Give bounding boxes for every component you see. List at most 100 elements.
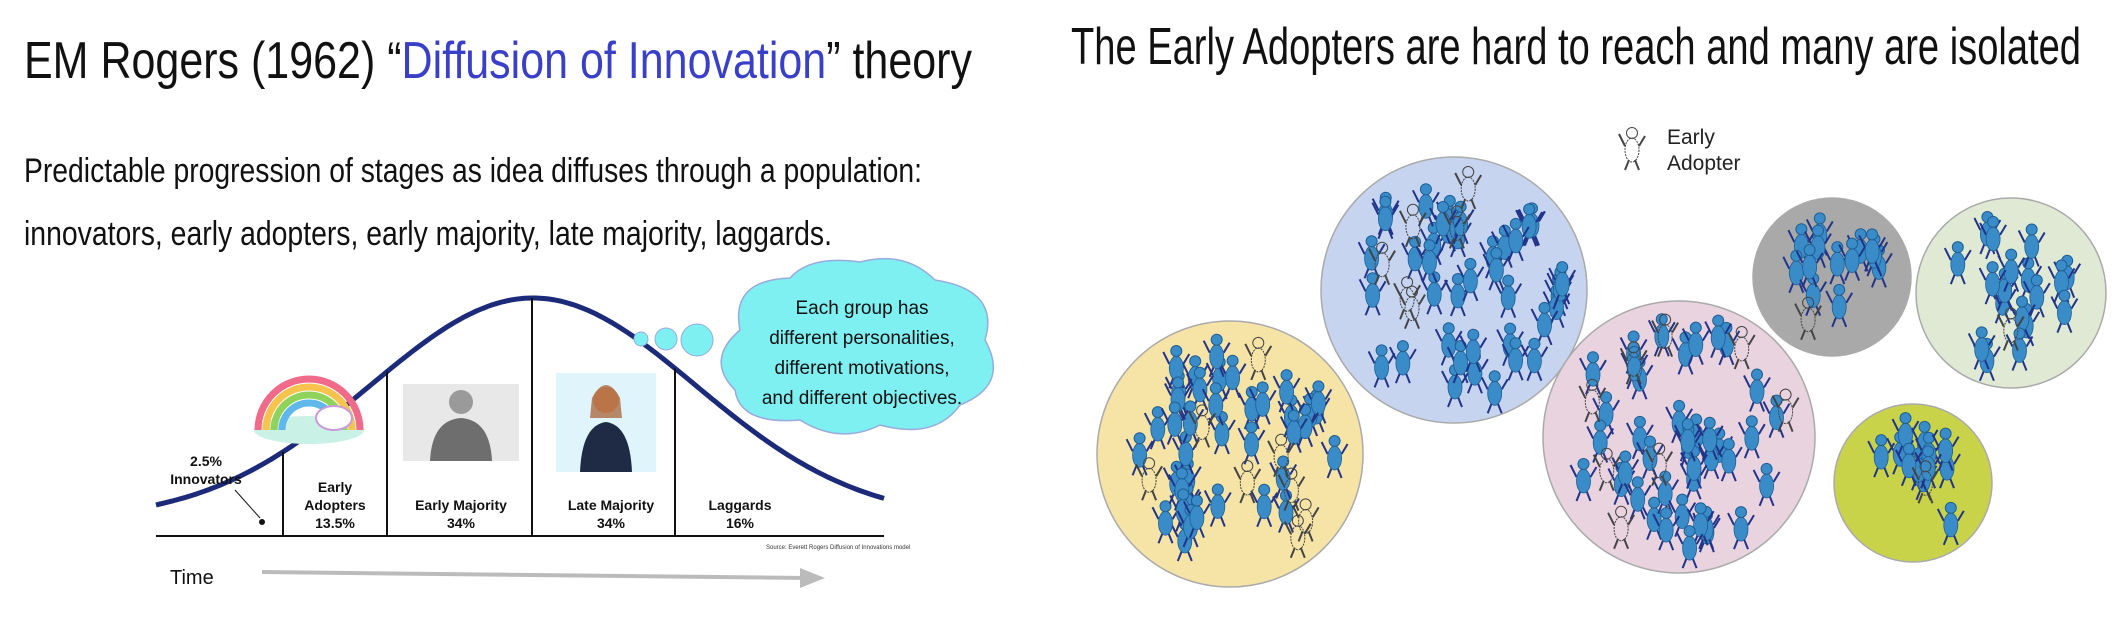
person-figure bbox=[1895, 442, 1923, 487]
leg bbox=[1870, 277, 1877, 288]
arm bbox=[1996, 314, 2005, 327]
arm bbox=[1953, 453, 1961, 465]
thought-cloud bbox=[633, 257, 994, 435]
leg bbox=[1743, 447, 1750, 459]
arm bbox=[1550, 310, 1559, 322]
leg bbox=[1384, 274, 1391, 286]
body bbox=[1682, 535, 1697, 561]
leg bbox=[1617, 483, 1624, 494]
head bbox=[1226, 354, 1239, 367]
arm bbox=[1671, 337, 1680, 351]
head bbox=[1795, 223, 1808, 236]
leg bbox=[2069, 287, 2076, 299]
leg bbox=[1939, 477, 1945, 489]
head bbox=[1396, 340, 1409, 353]
leg bbox=[1426, 303, 1433, 315]
person-figure bbox=[1931, 427, 1960, 471]
leg bbox=[1234, 387, 1241, 399]
arm bbox=[1699, 464, 1708, 476]
head bbox=[1951, 241, 1964, 254]
head bbox=[1633, 415, 1646, 428]
early-adopter-figure bbox=[1399, 203, 1427, 248]
head bbox=[1280, 369, 1293, 382]
leg bbox=[1186, 550, 1193, 562]
arm bbox=[1845, 292, 1854, 304]
innovator-dot bbox=[259, 519, 265, 525]
person-figure bbox=[1936, 501, 1965, 546]
body bbox=[1463, 268, 1478, 294]
leg bbox=[1862, 260, 1869, 272]
leg bbox=[1667, 346, 1674, 357]
head bbox=[1328, 435, 1341, 447]
leg bbox=[1984, 293, 1991, 305]
leg bbox=[1920, 477, 1927, 489]
right-title: The Early Adopters are hard to reach and… bbox=[1071, 18, 2081, 76]
leg bbox=[1204, 437, 1211, 448]
arm bbox=[1668, 500, 1677, 514]
head bbox=[1172, 376, 1184, 389]
leg bbox=[1703, 468, 1710, 480]
arm bbox=[1732, 330, 1741, 342]
arm bbox=[1685, 408, 1693, 420]
leg bbox=[1892, 463, 1899, 475]
body bbox=[1759, 473, 1774, 499]
body bbox=[1214, 421, 1230, 447]
arm bbox=[1706, 510, 1715, 522]
body bbox=[1680, 428, 1696, 454]
leg bbox=[1526, 370, 1533, 382]
early-adopter-figure bbox=[1996, 307, 2025, 351]
leg bbox=[1452, 372, 1459, 384]
head bbox=[1735, 326, 1748, 338]
arm bbox=[1771, 395, 1780, 409]
arm bbox=[1762, 401, 1771, 415]
person-figure bbox=[1420, 271, 1449, 315]
head bbox=[1450, 205, 1463, 218]
arm bbox=[1675, 531, 1684, 545]
person-figure bbox=[1272, 369, 1301, 413]
population-groups bbox=[1096, 156, 2107, 588]
head bbox=[2058, 289, 2071, 302]
body bbox=[1702, 427, 1718, 453]
arm bbox=[1253, 468, 1262, 480]
arm bbox=[1979, 222, 1987, 236]
body bbox=[1374, 354, 1389, 380]
title-link: Diffusion of Innovation bbox=[402, 32, 827, 90]
group bbox=[1752, 197, 1912, 357]
leg bbox=[1681, 557, 1688, 569]
arm bbox=[1679, 462, 1688, 476]
head bbox=[1538, 301, 1551, 314]
head bbox=[2004, 307, 2017, 320]
arm bbox=[1612, 456, 1621, 468]
arm bbox=[1891, 418, 1900, 432]
arm bbox=[1578, 385, 1587, 399]
arm bbox=[1171, 437, 1180, 451]
arm bbox=[1398, 292, 1406, 306]
arm bbox=[2050, 296, 2059, 310]
leg bbox=[1462, 372, 1469, 384]
body bbox=[1938, 438, 1953, 464]
head bbox=[1502, 274, 1515, 287]
body bbox=[1489, 257, 1504, 283]
segment-name: Early bbox=[318, 479, 352, 495]
leg bbox=[1798, 282, 1805, 294]
arm bbox=[1389, 346, 1397, 360]
arm bbox=[1931, 434, 1940, 448]
leg bbox=[1594, 411, 1601, 423]
segment-name: Late Majority bbox=[568, 497, 655, 513]
arm bbox=[1592, 454, 1601, 468]
group bbox=[1915, 197, 2107, 389]
arm bbox=[1223, 491, 1232, 504]
arm bbox=[1819, 281, 1828, 293]
arm bbox=[1651, 320, 1659, 334]
arm bbox=[2073, 263, 2082, 275]
leg bbox=[1249, 492, 1256, 504]
body bbox=[1693, 512, 1708, 538]
arm bbox=[1409, 348, 1417, 360]
arm bbox=[1299, 418, 1308, 430]
arm bbox=[1238, 363, 1247, 375]
arm bbox=[1502, 255, 1511, 267]
leg bbox=[1168, 377, 1175, 389]
head bbox=[1287, 409, 1300, 422]
early-adopter-figure bbox=[1368, 241, 1396, 286]
leg bbox=[1440, 354, 1447, 366]
